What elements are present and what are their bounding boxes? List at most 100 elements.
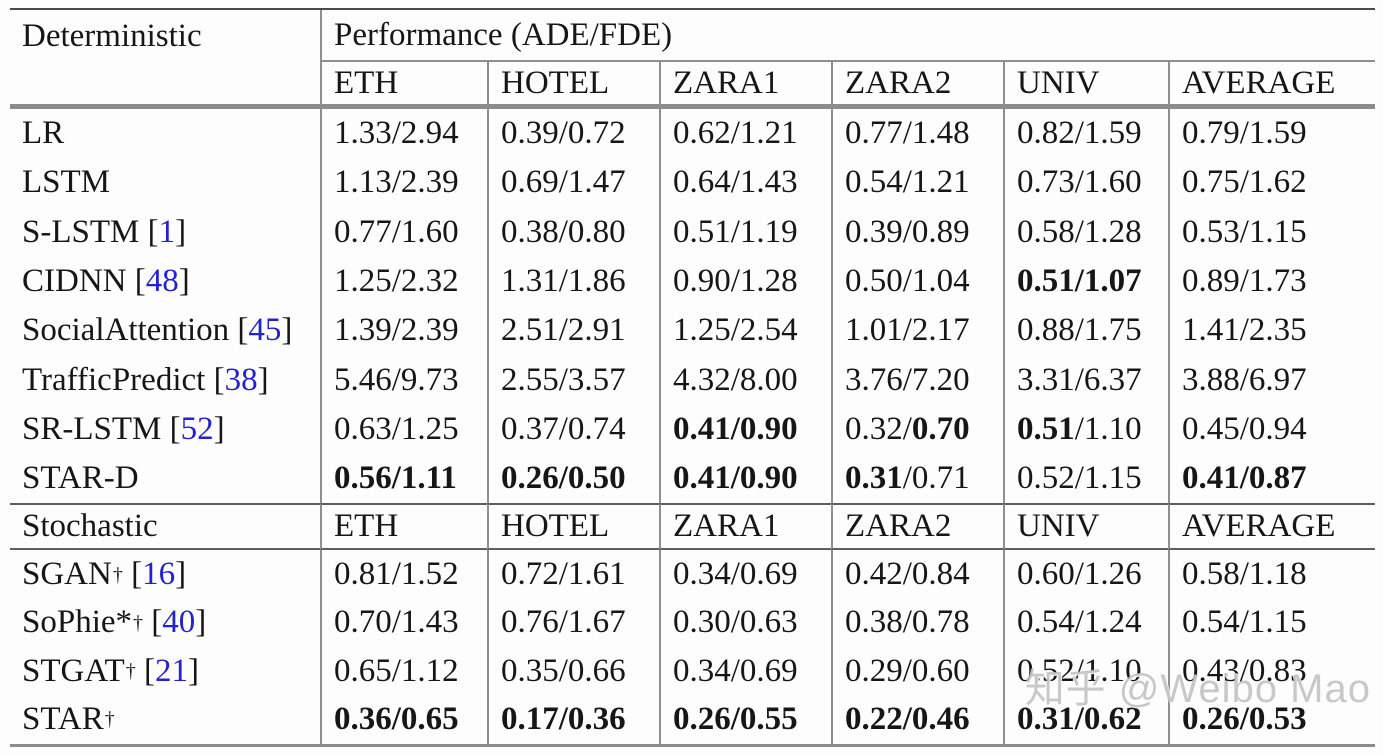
watermark: 知乎 @Weibo Mao: [1024, 667, 1371, 711]
column-header-eth: ETH: [320, 62, 487, 109]
value-cell: 0.64/1.43: [659, 158, 831, 208]
citation-bracket: [16]: [122, 556, 187, 593]
value-cell: 0.69/1.47: [487, 158, 659, 208]
column-header-hotel: HOTEL: [487, 62, 659, 109]
value-cell: 0.58/1.18: [1168, 550, 1375, 599]
deterministic-section-label-text: Deterministic: [22, 18, 202, 54]
value-cell: 0.76/1.67: [487, 598, 659, 647]
value-cell: 0.58/1.28: [1003, 207, 1168, 257]
method-label: LR: [22, 115, 65, 152]
column-header-hotel: HOTEL: [487, 503, 659, 551]
method-label: STGAT: [22, 652, 125, 689]
value-cell: 0.72/1.61: [487, 550, 659, 599]
citation-bracket: [40]: [143, 604, 207, 641]
column-header-average: AVERAGE: [1168, 62, 1375, 109]
column-header-zara2: ZARA2: [831, 503, 1003, 551]
column-header-univ: UNIV: [1003, 62, 1168, 109]
value-cell: 0.26/0.55: [659, 695, 831, 744]
value-cell: 1.01/2.17: [831, 306, 1003, 356]
citation-bracket: [48]: [126, 263, 190, 300]
citation-bracket: [52]: [161, 410, 225, 447]
value-cell: 0.35/0.66: [487, 646, 659, 696]
value-cell: 3.31/6.37: [1003, 355, 1168, 405]
value-cell: 0.34/0.69: [659, 550, 831, 599]
method-label: S-LSTM: [22, 213, 140, 250]
value-cell: 0.42/0.84: [831, 550, 1003, 599]
method-cell: STGAT † [21]: [22, 652, 199, 689]
value-cell: 0.41/0.90: [659, 454, 831, 504]
value-cell: 0.54/1.21: [831, 158, 1003, 208]
method-label: SR-LSTM: [22, 410, 162, 447]
value-cell: 0.45/0.94: [1168, 404, 1375, 455]
value-cell: 0.60/1.26: [1003, 550, 1168, 599]
citation-link[interactable]: 52: [180, 410, 214, 447]
value-cell: 1.25/2.54: [659, 306, 831, 356]
value-cell: 1.31/1.86: [487, 256, 659, 307]
value-cell: 0.54/1.15: [1168, 598, 1375, 647]
value-cell: 0.37/0.74: [487, 404, 659, 455]
value-cell: 0.89/1.73: [1168, 256, 1375, 307]
column-header-zara2: ZARA2: [831, 62, 1003, 109]
value-cell: 0.32/0.70: [831, 404, 1003, 455]
value-cell: 2.51/2.91: [487, 306, 659, 356]
method-label: TrafficPredict: [22, 361, 206, 398]
deterministic-section-label: Deterministic: [10, 10, 320, 109]
citation-link[interactable]: 48: [145, 263, 179, 300]
method-cell: STAR †: [22, 700, 115, 737]
value-cell: 4.32/8.00: [659, 355, 831, 405]
value-cell: 0.41/0.87: [1168, 454, 1375, 504]
method-label: STAR: [22, 700, 104, 737]
column-header-zara1: ZARA1: [659, 503, 831, 551]
value-cell: 0.39/0.89: [831, 207, 1003, 257]
citation-link[interactable]: 45: [248, 312, 282, 349]
column-header-univ: UNIV: [1003, 503, 1168, 551]
value-cell: 3.76/7.20: [831, 355, 1003, 405]
value-cell: 0.75/1.62: [1168, 158, 1375, 208]
value-cell: 0.31/0.71: [831, 454, 1003, 504]
value-cell: 0.53/1.15: [1168, 207, 1375, 257]
value-cell: 0.90/1.28: [659, 256, 831, 307]
method-cell: SoPhie* † [40]: [22, 604, 207, 641]
value-cell: 2.55/3.57: [487, 355, 659, 405]
results-table: Deterministic Performance (ADE/FDE) ETH H…: [10, 8, 1375, 747]
citation-link[interactable]: 1: [158, 213, 176, 250]
value-cell: 0.38/0.78: [831, 598, 1003, 647]
value-cell: 0.41/0.90: [659, 404, 831, 455]
value-cell: 0.39/0.72: [487, 109, 659, 159]
citation-link[interactable]: 38: [224, 361, 258, 398]
citation-link[interactable]: 16: [142, 556, 176, 593]
method-cell: STAR-D: [10, 454, 320, 503]
citation-bracket: [45]: [229, 312, 293, 349]
stochastic-section-label: Stochastic: [10, 503, 320, 551]
performance-header-text: Performance (ADE/FDE): [334, 16, 673, 53]
value-cell: 0.56/1.11: [320, 454, 487, 504]
method-cell: LR: [10, 109, 320, 158]
citation-bracket: [1]: [139, 213, 187, 250]
value-cell: 0.38/0.80: [487, 207, 659, 257]
value-cell: 0.22/0.46: [831, 695, 1003, 744]
value-cell: 0.52/1.10: [1003, 646, 1168, 696]
column-header-eth: ETH: [320, 503, 487, 551]
value-cell: 0.51/1.07: [1003, 256, 1168, 307]
method-cell: SocialAttention [45]: [10, 306, 320, 355]
value-cell: 1.41/2.35: [1168, 306, 1375, 356]
value-cell: 0.81/1.52: [320, 550, 487, 599]
value-cell: 0.30/0.63: [659, 598, 831, 647]
citation-bracket: [38]: [205, 361, 269, 398]
citation-bracket: [21]: [135, 652, 199, 689]
method-label: CIDNN: [22, 263, 127, 300]
value-cell: 0.54/1.24: [1003, 598, 1168, 647]
value-cell: 0.79/1.59: [1168, 109, 1375, 159]
method-cell: SR-LSTM [52]: [10, 405, 320, 454]
citation-link[interactable]: 21: [154, 652, 188, 689]
value-cell: 1.39/2.39: [320, 306, 487, 356]
column-header-zara1: ZARA1: [659, 62, 831, 109]
citation-link[interactable]: 40: [162, 604, 196, 641]
value-cell: 0.50/1.04: [831, 256, 1003, 307]
value-cell: 1.25/2.32: [320, 256, 487, 307]
method-label: LSTM: [22, 164, 111, 201]
value-cell: 0.88/1.75: [1003, 306, 1168, 356]
method-label: SGAN: [22, 556, 112, 593]
method-label: SocialAttention: [22, 312, 230, 349]
